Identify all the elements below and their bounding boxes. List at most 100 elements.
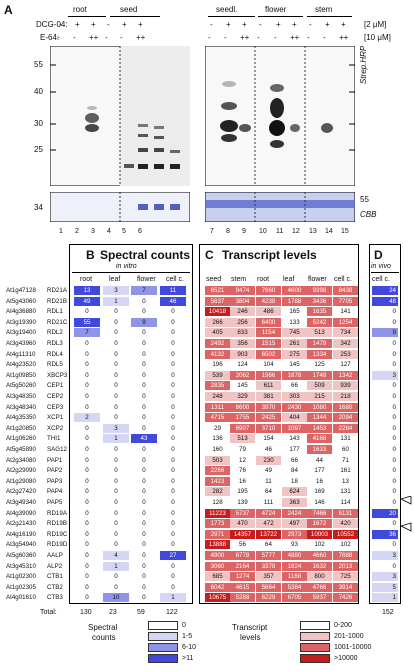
gene-id: At3g19400 bbox=[6, 329, 36, 337]
spectral-count-cell: 0 bbox=[160, 529, 186, 539]
spectral-count-cell: 0 bbox=[74, 445, 100, 454]
transcript-cell: 165 bbox=[282, 307, 307, 317]
in-vivo-count-cell: 0 bbox=[372, 540, 398, 550]
spectral-count-cell: 0 bbox=[74, 392, 100, 401]
in-vivo-count-cell: 0 bbox=[372, 455, 398, 465]
transcript-cell: 177 bbox=[307, 466, 332, 476]
spectral-count-cell: 0 bbox=[103, 317, 129, 327]
gene-name: RD19A bbox=[47, 509, 67, 517]
gene-name: RD19D bbox=[47, 541, 68, 549]
transcript-cell: 4615 bbox=[230, 582, 255, 592]
dcg-mark: - bbox=[259, 20, 262, 29]
legend-spectral-range: 0 bbox=[182, 622, 186, 629]
spectral-count-cell: 0 bbox=[74, 519, 100, 529]
spectral-count-cell: 0 bbox=[74, 540, 100, 550]
transcript-cell: 5937 bbox=[307, 593, 332, 603]
spectral-count-cell: 0 bbox=[160, 519, 186, 529]
gene-name: AALP bbox=[47, 552, 63, 559]
legend-spectral-swatch bbox=[148, 654, 178, 663]
transcript-cell: 145 bbox=[282, 360, 307, 370]
spectral-count-cell: 0 bbox=[131, 529, 157, 539]
transcript-cell: 46 bbox=[256, 445, 281, 454]
transcript-cell: 903 bbox=[230, 349, 255, 359]
transcript-cell: 102 bbox=[307, 540, 332, 550]
legend-spectral-title-1: Spectral bbox=[88, 623, 118, 632]
lane-number: 2 bbox=[75, 228, 79, 235]
lane-number: 10 bbox=[259, 228, 267, 235]
spectral-count-cell: 0 bbox=[74, 508, 100, 518]
transcript-cell: 10003 bbox=[307, 529, 332, 539]
transcript-cell: 6705 bbox=[282, 593, 307, 603]
spectral-count-cell: 4 bbox=[103, 551, 129, 560]
transcript-cell: 6400 bbox=[256, 317, 281, 327]
gene-name: CEP3 bbox=[47, 403, 64, 411]
spectral-count-cell: 0 bbox=[131, 423, 157, 433]
spectral-count-cell: 0 bbox=[160, 582, 186, 592]
gene-name: RDL4 bbox=[47, 350, 63, 358]
col-head-b: leaf bbox=[109, 276, 121, 283]
transcript-cell: 9474 bbox=[230, 286, 255, 295]
group-label-flower: flower bbox=[265, 5, 287, 14]
panel-b-subtitle: in vitro bbox=[116, 263, 137, 270]
spectral-count-cell: 46 bbox=[160, 296, 186, 306]
gene-name: PAP1 bbox=[47, 456, 63, 464]
transcript-cell: 472 bbox=[256, 519, 281, 529]
transcript-cell: 282 bbox=[205, 487, 230, 497]
spectral-count-cell: 11 bbox=[160, 286, 186, 295]
transcript-cell: 4168 bbox=[307, 434, 332, 444]
gene-name: RD21C bbox=[47, 318, 68, 326]
gene-name: PAP2 bbox=[47, 467, 63, 475]
spectral-count-cell: 0 bbox=[160, 339, 186, 348]
transcript-cell: 124 bbox=[230, 360, 255, 370]
transcript-cell: 18 bbox=[282, 476, 307, 486]
e64-conc: [10 μM] bbox=[364, 33, 391, 42]
spectral-count-cell: 0 bbox=[131, 593, 157, 603]
gene-name: RD21B bbox=[47, 297, 67, 305]
e64-mark: - bbox=[274, 33, 277, 42]
group-label-stem: stem bbox=[315, 5, 333, 14]
gene-id: At1g20850 bbox=[6, 424, 36, 432]
dcg-mark: + bbox=[226, 20, 231, 29]
total-spectral: 122 bbox=[166, 609, 178, 616]
spectral-count-cell: 0 bbox=[74, 487, 100, 497]
legend-transcript-swatch bbox=[300, 632, 330, 641]
spectral-count-cell: 0 bbox=[103, 370, 129, 380]
transcript-cell: 513 bbox=[307, 328, 332, 338]
spectral-count-cell: 0 bbox=[74, 307, 100, 317]
transcript-cell: 4715 bbox=[205, 413, 230, 423]
transcript-cell: 2266 bbox=[205, 466, 230, 476]
transcript-cell: 195 bbox=[230, 487, 255, 497]
transcript-cell: 79 bbox=[230, 445, 255, 454]
spectral-count-cell: 0 bbox=[160, 402, 186, 412]
dcg-mark: + bbox=[292, 20, 297, 29]
spectral-count-cell: 0 bbox=[160, 381, 186, 391]
spectral-count-cell: 0 bbox=[74, 593, 100, 603]
transcript-cell: 2971 bbox=[205, 529, 230, 539]
transcript-cell: 342 bbox=[333, 339, 358, 348]
transcript-cell: 611 bbox=[256, 381, 281, 391]
legend-transcript-swatch bbox=[300, 643, 330, 652]
transcript-cell: 5777 bbox=[256, 551, 281, 560]
in-vivo-count-cell: 0 bbox=[372, 466, 398, 476]
transcript-cell: 329 bbox=[230, 392, 255, 401]
cbb-label: CBB bbox=[360, 210, 377, 219]
transcript-cell: 13722 bbox=[256, 529, 281, 539]
spectral-count-cell: 0 bbox=[74, 423, 100, 433]
gene-id: At5g45890 bbox=[6, 446, 36, 453]
transcript-cell: 9398 bbox=[307, 286, 332, 295]
transcript-cell: 253 bbox=[333, 349, 358, 359]
in-vivo-count-cell: 0 bbox=[372, 360, 398, 370]
transcript-cell: 486 bbox=[256, 307, 281, 317]
transcript-cell: 1635 bbox=[307, 307, 332, 317]
spectral-count-cell: 0 bbox=[103, 445, 129, 454]
spectral-count-cell: 0 bbox=[103, 476, 129, 486]
e64-mark: ++ bbox=[240, 33, 250, 42]
spectral-count-cell: 3 bbox=[103, 423, 129, 433]
legend-spectral-title-2: counts bbox=[92, 633, 116, 642]
spectral-count-cell: 0 bbox=[131, 582, 157, 592]
e64-mark: ++ bbox=[136, 33, 146, 42]
transcript-cell: 275 bbox=[282, 349, 307, 359]
lane-number: 6 bbox=[138, 228, 142, 235]
spectral-count-cell: 0 bbox=[103, 360, 129, 370]
gene-name: THI1 bbox=[47, 435, 61, 443]
